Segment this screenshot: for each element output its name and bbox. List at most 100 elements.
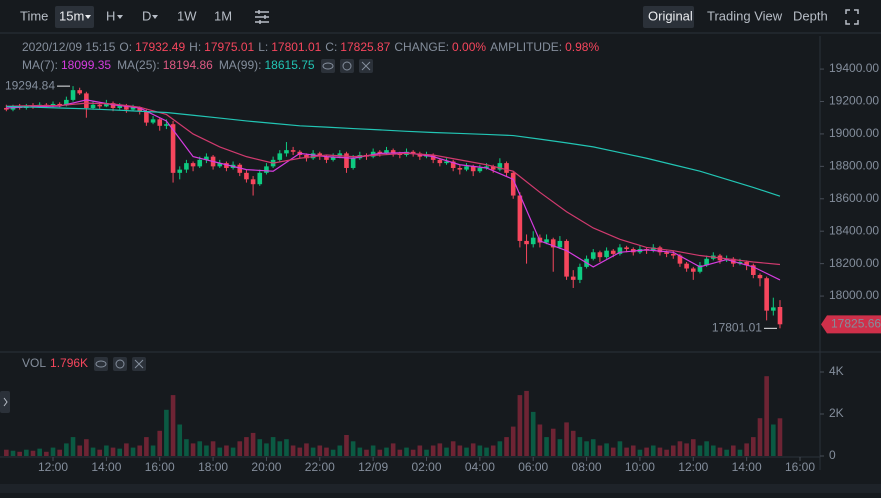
high-label: 19294.84 [5, 78, 55, 92]
candle-body [284, 150, 289, 154]
candle-body [330, 156, 336, 160]
x-tick-label: 12:00 [38, 460, 68, 474]
volume-bar [324, 447, 329, 456]
candle-body [477, 167, 483, 172]
candle-body [57, 103, 62, 106]
volume-bar [277, 441, 283, 456]
volume-bar [464, 447, 469, 456]
volume-bar [704, 441, 709, 456]
legend-label: MA(99): [219, 58, 262, 72]
volume-bar [124, 443, 129, 456]
candle-body [517, 195, 523, 241]
volume-bar [577, 437, 583, 456]
candle-body [64, 99, 69, 106]
interval[interactable]: D [142, 8, 151, 23]
volume-bar [117, 448, 123, 456]
interval[interactable]: 1W [177, 8, 197, 23]
x-tick-label: 02:00 [411, 460, 441, 474]
volume-bar [570, 430, 576, 456]
y-tick-label: 19200.00 [829, 94, 879, 108]
candle-body [137, 107, 143, 112]
x-tick-label: 12/09 [358, 460, 388, 474]
candle-body [771, 307, 776, 311]
volume-bar [730, 445, 736, 456]
volume-bar [244, 437, 249, 456]
candle-body [204, 156, 209, 160]
legend-label: MA(25): [117, 58, 160, 72]
ma-line [6, 102, 781, 266]
volume-bar [624, 447, 629, 456]
volume-bar [644, 447, 649, 456]
interval[interactable]: Time [20, 8, 48, 23]
volume-bar [477, 445, 483, 456]
volume-bar [484, 447, 489, 456]
volume-bar [137, 445, 143, 456]
interval[interactable]: H [106, 8, 115, 23]
volume-bar [37, 448, 42, 456]
candle-body [337, 153, 343, 157]
candle-body [497, 163, 503, 170]
interval[interactable]: 1M [214, 8, 232, 23]
view-option[interactable]: Original [648, 8, 693, 23]
price-tag [821, 315, 881, 334]
volume-bar [264, 443, 269, 456]
volume-bar [204, 445, 209, 456]
candle-body [610, 250, 616, 254]
volume-tools[interactable] [94, 357, 146, 371]
volume-bar [250, 432, 256, 456]
volume-bar [564, 422, 569, 456]
view-option[interactable]: Trading View [707, 8, 783, 23]
volume-bar [404, 447, 409, 456]
volume-bar [337, 445, 343, 456]
candle-body [317, 153, 323, 157]
view-option[interactable]: Depth [793, 8, 828, 23]
x-tick-label: 06:00 [518, 460, 548, 474]
volume-bar [490, 445, 496, 456]
candle-body [77, 90, 82, 94]
volume-bar [410, 449, 416, 456]
candle-body [264, 166, 269, 173]
volume-bar [130, 447, 136, 456]
volume-bar [64, 443, 69, 456]
volume-bar [537, 424, 543, 456]
volume-bar [771, 424, 776, 456]
volume-bar [237, 441, 243, 456]
interval[interactable]: 15m [59, 8, 84, 23]
candle-body [657, 247, 663, 253]
candle-body [704, 258, 709, 266]
candle-body [437, 159, 443, 164]
volume-bar [470, 443, 476, 456]
volume-bar [17, 451, 22, 456]
candle-body [237, 164, 243, 173]
settings-icon[interactable] [255, 10, 269, 24]
candle-body [757, 274, 763, 279]
candle-body [117, 105, 123, 108]
volume-bar [210, 441, 216, 456]
volume-bar [664, 449, 669, 456]
volume-bar [57, 449, 62, 456]
legend-label: MA(7): [22, 58, 58, 72]
fullscreen-icon[interactable] [845, 9, 859, 25]
datetime: 2020/12/09 15:15 [22, 40, 116, 54]
y-tick-label: 18000.00 [829, 288, 879, 302]
label: H: [189, 40, 201, 54]
volume-bar [764, 376, 769, 456]
volume-name: VOL [22, 356, 46, 370]
candle-body [664, 252, 669, 254]
ma-tools[interactable] [321, 59, 373, 73]
x-tick-label: 22:00 [305, 460, 335, 474]
candle-body [444, 161, 449, 164]
low-label: 17801.01 [712, 320, 762, 334]
caret [85, 15, 91, 19]
volume-bar [757, 418, 763, 456]
ma-line [6, 105, 781, 197]
candle-body [470, 166, 476, 172]
volume-bar [310, 447, 316, 456]
volume-bar [677, 441, 683, 456]
candle-body [190, 163, 196, 167]
y-tick-label: 4K [829, 364, 844, 378]
candle-body [324, 156, 329, 160]
volume-bar [497, 441, 503, 456]
side-toggle[interactable] [0, 391, 10, 413]
